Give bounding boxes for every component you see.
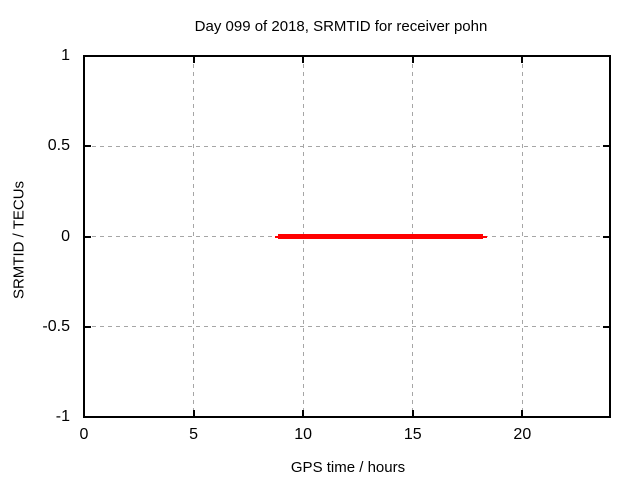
x-tick-bottom-5 — [192, 410, 195, 417]
y-tick-right-0.5 — [603, 145, 610, 148]
x-tick-label-0: 0 — [79, 426, 89, 443]
y-tick-right-0 — [603, 235, 610, 238]
x-tick-top-15 — [411, 56, 414, 63]
x-tick-bottom-15 — [411, 410, 414, 417]
srmtid-flat-line-thick — [277, 234, 483, 239]
y-tick-label--0.5: -0.5 — [42, 317, 70, 335]
y-tick-left-0.5 — [84, 145, 91, 148]
x-axis-label: GPS time / hours — [290, 459, 406, 476]
plot-area: 0 5 10 15 20 1 0.5 0 -0.5 -1 — [42, 47, 611, 443]
gridline-x-5 — [193, 56, 195, 417]
x-tick-top-5 — [192, 56, 195, 63]
y-tick-label-1: 1 — [61, 47, 70, 64]
chart-title: Day 099 of 2018, SRMTID for receiver poh… — [194, 18, 488, 35]
x-tick-label-10: 10 — [294, 426, 313, 443]
gridline-y-0.5 — [84, 145, 610, 147]
y-tick-left-0 — [84, 235, 91, 238]
x-tick-label-5: 5 — [189, 426, 199, 443]
y-tick-label--1: -1 — [55, 408, 70, 425]
x-tick-bottom-10 — [302, 410, 305, 417]
gridline-x-20 — [521, 56, 523, 417]
x-tick-top-20 — [521, 56, 524, 63]
y-tick-left--0.5 — [84, 325, 91, 328]
gridline-y--0.5 — [84, 326, 610, 328]
x-tick-bottom-20 — [521, 410, 524, 417]
y-tick-label-0: 0 — [61, 227, 70, 245]
y-tick-label-0.5: 0.5 — [47, 137, 70, 155]
x-tick-label-15: 15 — [403, 426, 422, 443]
x-tick-top-10 — [302, 56, 305, 63]
y-tick-right--0.5 — [603, 325, 610, 328]
x-tick-label-20: 20 — [513, 426, 532, 443]
